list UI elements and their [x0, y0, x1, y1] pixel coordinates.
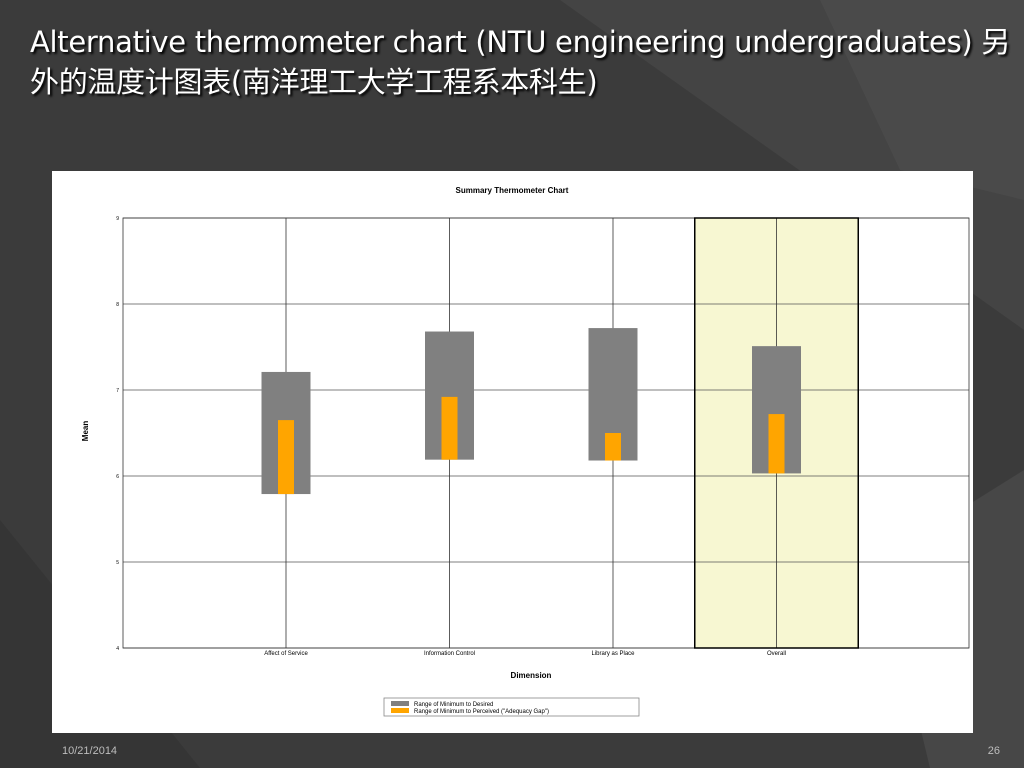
highlight-column-border [694, 217, 859, 649]
footer-page-number: 26 [987, 745, 1000, 757]
footer-date: 10/21/2014 [62, 745, 118, 757]
chart-panel: Summary Thermometer Chart Mean Dimension… [52, 171, 973, 733]
bar-adequacy-gap [605, 433, 621, 461]
y-tick-label: 7 [116, 388, 119, 394]
legend-label-desired: Range of Minimum to Desired [414, 702, 493, 708]
y-tick-label: 8 [116, 302, 119, 308]
bar-adequacy-gap [441, 396, 458, 460]
thermometer-chart: Summary Thermometer Chart Mean Dimension… [81, 186, 970, 717]
y-tick-label: 6 [116, 474, 119, 480]
x-tick-label: Library as Place [591, 651, 635, 657]
slide-title: Alternative thermometer chart (NTU engin… [30, 25, 1011, 99]
chart-title: Summary Thermometer Chart [456, 186, 569, 195]
legend-swatch-perceived [391, 708, 409, 713]
plot-frame [122, 217, 970, 649]
y-tick-label: 5 [116, 560, 119, 566]
bar-adequacy-gap [278, 420, 294, 495]
x-tick-label: Affect of Service [264, 651, 308, 657]
y-axis-label: Mean [81, 421, 90, 442]
x-tick-label: Information Control [424, 651, 475, 657]
legend-swatch-desired [391, 701, 409, 706]
y-tick-label: 9 [116, 216, 119, 222]
legend: Range of Minimum to Desired Range of Min… [383, 697, 640, 717]
x-axis-label: Dimension [511, 671, 552, 680]
bar-adequacy-gap [768, 414, 785, 474]
x-tick-label: Overall [767, 651, 786, 657]
legend-label-perceived: Range of Minimum to Perceived ("Adequacy… [414, 709, 549, 715]
y-tick-label: 4 [116, 646, 119, 652]
